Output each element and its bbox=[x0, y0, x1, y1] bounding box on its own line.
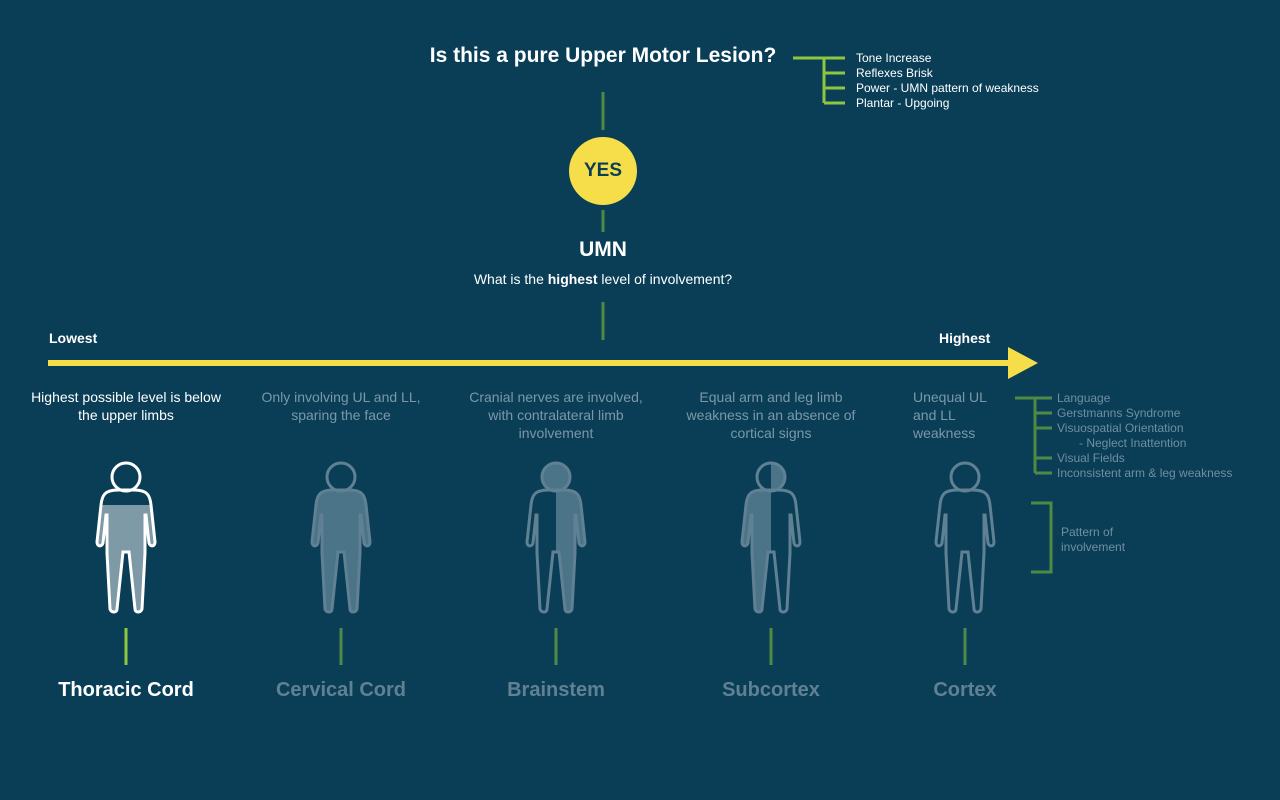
figure-cervical-cord bbox=[310, 461, 372, 614]
umn-subtitle: What is the highest level of involvement… bbox=[403, 271, 803, 287]
pattern-bracket bbox=[1031, 501, 1053, 574]
cortex-sign-item: Inconsistent arm & leg weakness bbox=[1057, 466, 1233, 480]
signs-bracket bbox=[793, 56, 845, 105]
yes-node: YES bbox=[569, 137, 637, 205]
subtitle-bold: highest bbox=[547, 271, 598, 287]
cortex-sign-item: Language bbox=[1057, 391, 1111, 405]
highest-label: Highest bbox=[939, 330, 991, 346]
cortex-sign-item: Gerstmanns Syndrome bbox=[1057, 406, 1181, 420]
yes-label: YES bbox=[583, 160, 623, 181]
pattern-label: Pattern of involvement bbox=[1061, 525, 1126, 554]
cervical-description: Only involving UL and LL, sparing the fa… bbox=[261, 389, 421, 423]
main-question: Is this a pure Upper Motor Lesion? bbox=[429, 44, 777, 67]
level-thoracic-cord: Thoracic Cord bbox=[58, 679, 194, 701]
level-cortex: Cortex bbox=[933, 679, 997, 701]
cortex-sign-item: - Neglect Inattention bbox=[1079, 436, 1187, 450]
figure-connectors bbox=[124, 628, 967, 665]
level-cervical-cord: Cervical Cord bbox=[275, 679, 407, 701]
level-subcortex: Subcortex bbox=[722, 679, 820, 701]
lowest-label: Lowest bbox=[49, 330, 98, 346]
umn-signs-list: Tone Increase Reflexes Brisk Power - UMN… bbox=[856, 51, 1039, 111]
thoracic-description: Highest possible level is below the uppe… bbox=[31, 389, 221, 423]
subtitle-post: level of involvement? bbox=[601, 271, 733, 287]
level-brainstem: Brainstem bbox=[507, 679, 605, 701]
cortex-signs-list: Language Gerstmanns Syndrome Visuospatia… bbox=[1057, 391, 1232, 481]
figure-brainstem bbox=[525, 461, 587, 614]
cortex-description: Unequal UL and LL weakness bbox=[913, 389, 987, 441]
cortex-sign-item: Visual Fields bbox=[1057, 451, 1125, 465]
sign-item: Power - UMN pattern of weakness bbox=[856, 81, 1039, 95]
figure-thoracic-cord bbox=[95, 461, 157, 614]
subtitle-pre: What is the bbox=[473, 271, 544, 287]
cortex-sign-item: Visuospatial Orientation bbox=[1057, 421, 1184, 435]
cortex-signs-bracket bbox=[1015, 396, 1052, 475]
umn-title: UMN bbox=[579, 238, 627, 261]
sign-item: Reflexes Brisk bbox=[856, 66, 933, 80]
figure-cortex bbox=[934, 461, 996, 614]
figure-subcortex bbox=[740, 461, 802, 614]
brainstem-description: Cranial nerves are involved, with contra… bbox=[469, 389, 643, 441]
sign-item: Plantar - Upgoing bbox=[856, 96, 950, 110]
subcortex-description: Equal arm and leg limb weakness in an ab… bbox=[686, 389, 856, 441]
severity-arrow bbox=[48, 347, 1038, 379]
sign-item: Tone Increase bbox=[856, 51, 932, 65]
